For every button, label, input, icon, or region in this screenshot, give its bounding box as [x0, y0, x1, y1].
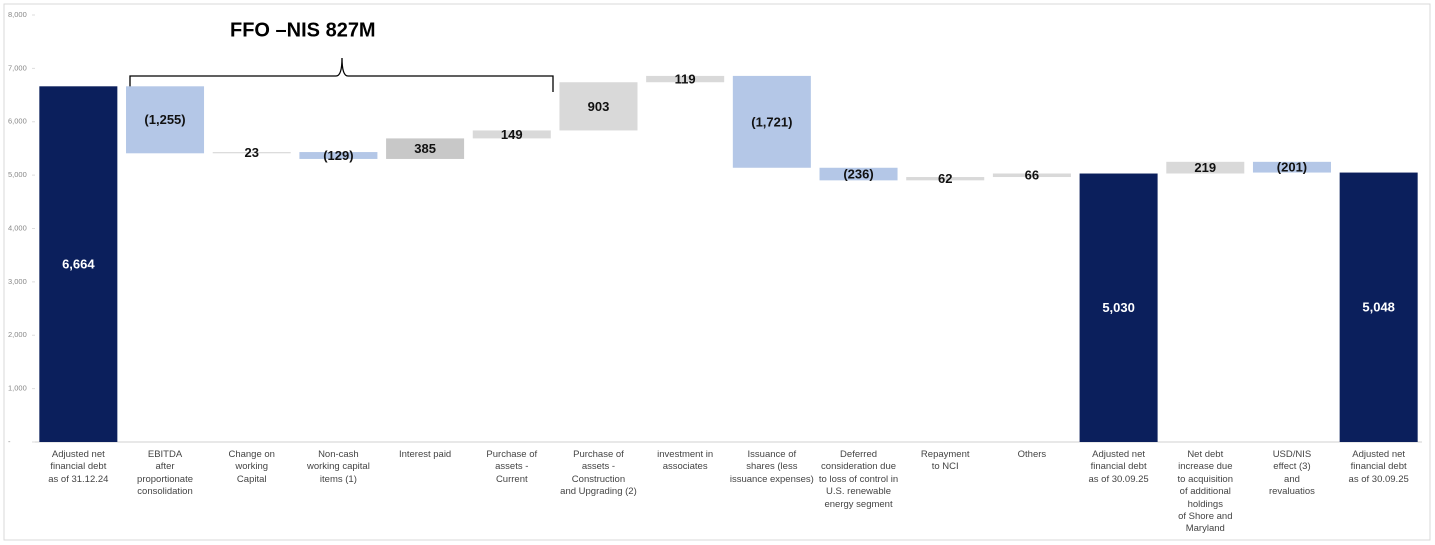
- bar: [992, 173, 1071, 178]
- value-label: (1,721): [751, 114, 792, 129]
- y-tick-label: 7,000: [8, 63, 27, 72]
- bar: [299, 152, 378, 159]
- x-tick-label: Adjusted net financial debt as of 30.09.…: [1088, 449, 1149, 485]
- value-label: 23: [244, 145, 258, 160]
- x-tick-label: USD/NIS effect (3) and revaluatios: [1268, 449, 1315, 498]
- x-tick-label: investment in associates: [657, 449, 714, 473]
- value-label: 119: [675, 72, 696, 87]
- bar: [1339, 172, 1418, 443]
- x-tick-label: Adjusted net financial debt as of 31.12.…: [48, 449, 109, 485]
- annotation: FFO –NIS 827M: [230, 19, 376, 41]
- bar: [819, 167, 898, 181]
- x-tick-label: Interest paid: [398, 449, 452, 460]
- bar: [39, 86, 118, 443]
- x-tick-label: EBITDA after proportionate consolidation: [137, 449, 194, 498]
- x-tick-label: Deferred consideration due to loss of co…: [818, 449, 899, 510]
- value-label: (129): [323, 148, 353, 163]
- value-label: (1,255): [144, 112, 185, 127]
- bar: [1079, 173, 1158, 442]
- value-label: (201): [1277, 160, 1307, 175]
- bar: [126, 86, 205, 154]
- x-tick-label: Others: [1017, 449, 1047, 460]
- x-tick-label: Purchase of assets - Construction and Up…: [560, 449, 637, 498]
- value-label: 66: [1025, 168, 1039, 183]
- bar: [472, 130, 551, 139]
- value-label: 149: [501, 127, 523, 142]
- y-tick-label: 4,000: [8, 223, 27, 232]
- brace: [129, 57, 554, 92]
- bar: [906, 177, 985, 181]
- value-label: 62: [938, 171, 952, 186]
- bar: [559, 82, 638, 131]
- y-tick-label: 6,000: [8, 117, 27, 126]
- x-tick-label: Change on working Capital: [228, 449, 275, 485]
- bar: [646, 75, 725, 83]
- y-tick-label: 1,000: [8, 384, 27, 393]
- bar: [1252, 161, 1331, 173]
- y-tick-label: 2,000: [8, 330, 27, 339]
- frame: [3, 3, 1431, 541]
- y-tick-label: 8,000: [8, 10, 27, 19]
- bar: [1166, 161, 1245, 174]
- x-tick-label: Adjusted net financial debt as of 30.09.…: [1348, 449, 1409, 485]
- y-tick-label: 3,000: [8, 277, 27, 286]
- x-tick-label: Non-cash working capital items (1): [306, 449, 370, 485]
- x-tick-label: Issuance of shares (less issuance expens…: [729, 449, 814, 485]
- y-tick-label: 5,000: [8, 170, 27, 179]
- value-label: 219: [1194, 160, 1216, 175]
- value-label: 903: [588, 99, 610, 114]
- value-label: 6,664: [62, 257, 95, 272]
- value-label: 5,048: [1362, 300, 1395, 315]
- value-label: 385: [414, 141, 436, 156]
- bar: [386, 138, 465, 159]
- bar: [732, 75, 811, 168]
- value-label: 5,030: [1102, 300, 1135, 315]
- x-tick-label: Repayment to NCI: [920, 449, 970, 473]
- bar: [212, 152, 291, 154]
- x-tick-label: Purchase of assets - Current: [486, 449, 538, 485]
- x-tick-label: Net debt increase due to acquisition of …: [1177, 449, 1233, 535]
- y-tick-label: -: [8, 437, 11, 446]
- value-label: (236): [843, 166, 873, 181]
